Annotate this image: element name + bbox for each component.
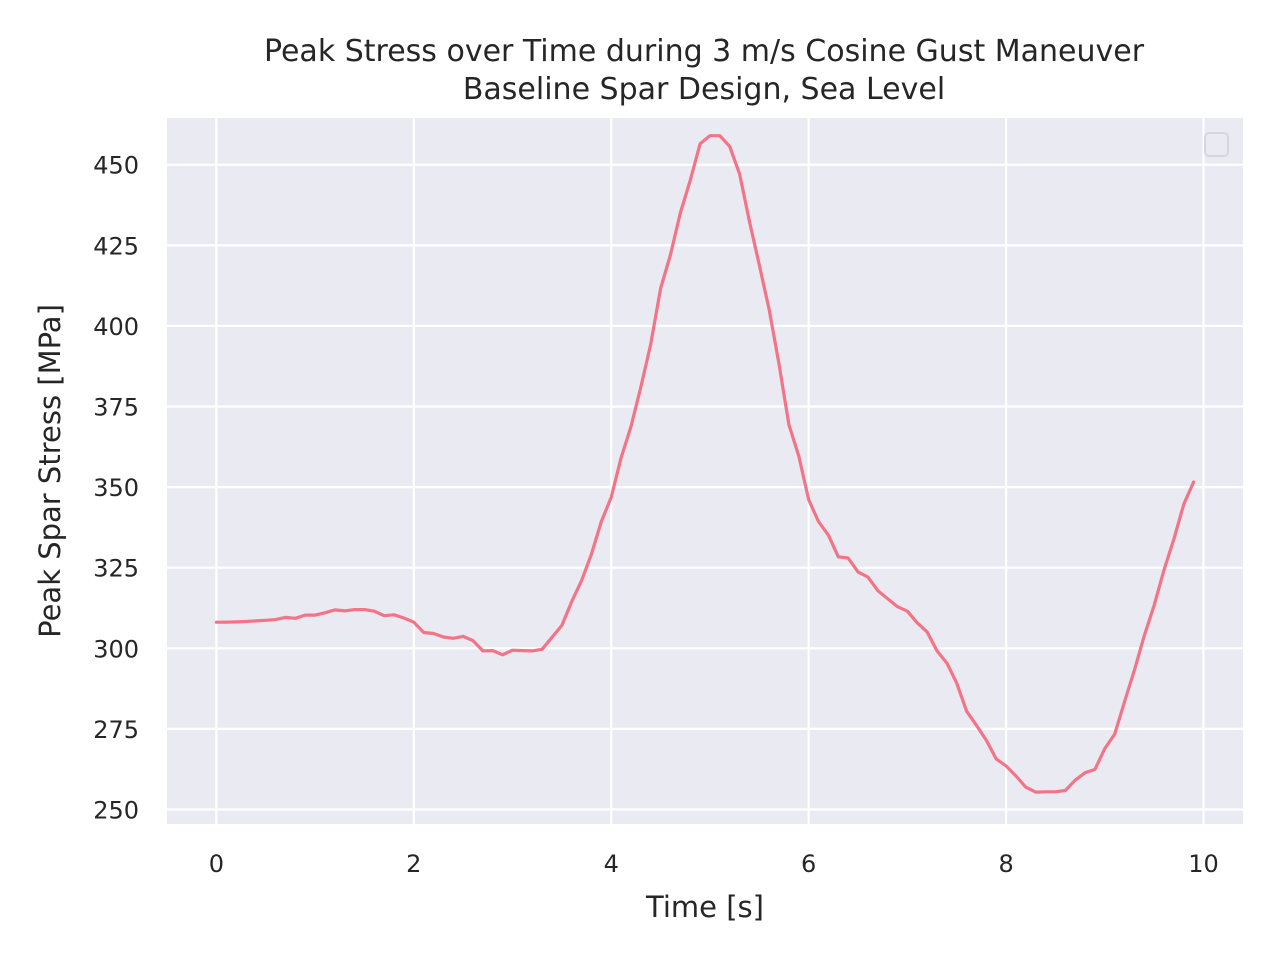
y-tick-label: 300 — [93, 635, 139, 663]
x-axis-label: Time [s] — [645, 890, 764, 924]
x-tick-label: 6 — [801, 850, 816, 878]
x-tick-label: 8 — [998, 850, 1013, 878]
x-tick-label: 10 — [1188, 850, 1219, 878]
y-tick-label: 375 — [93, 394, 139, 422]
y-tick-label: 400 — [93, 313, 139, 341]
y-tick-labels: 250 275 300 325 350 375 400 425 450 — [93, 152, 139, 825]
y-tick-label: 450 — [93, 152, 139, 180]
plot-area-background — [167, 118, 1243, 824]
chart-title: Peak Stress over Time during 3 m/s Cosin… — [264, 34, 1145, 69]
y-tick-label: 250 — [93, 796, 139, 824]
legend-box — [1204, 132, 1229, 157]
x-tick-label: 0 — [209, 850, 224, 878]
grid-lines — [167, 118, 1243, 824]
y-tick-label: 350 — [93, 474, 139, 502]
x-tick-label: 4 — [604, 850, 619, 878]
x-tick-labels: 0 2 4 6 8 10 — [209, 850, 1219, 878]
series-layer — [214, 134, 1196, 794]
y-axis-label: Peak Spar Stress [MPa] — [33, 304, 67, 638]
y-tick-label: 325 — [93, 555, 139, 583]
y-tick-label: 275 — [93, 716, 139, 744]
chart-subtitle: Baseline Spar Design, Sea Level — [463, 72, 945, 107]
stress-series-line — [214, 134, 1196, 794]
x-tick-label: 2 — [406, 850, 421, 878]
y-tick-label: 425 — [93, 232, 139, 260]
